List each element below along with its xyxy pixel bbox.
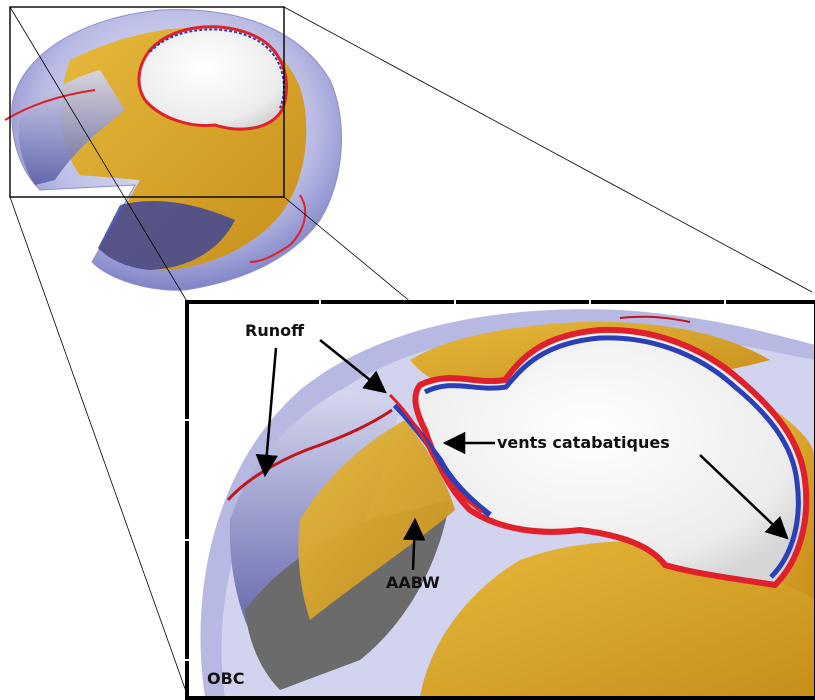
overview-antarctica (137, 25, 288, 131)
zoom-panel-frame (185, 300, 815, 700)
overview-zoom-box (9, 6, 285, 198)
zoom-panel (188, 303, 815, 697)
aabw-arrow (402, 517, 426, 571)
overview-red-rim (4, 89, 96, 121)
zoom-antarctica (415, 329, 807, 585)
overview-red-coast-right (249, 194, 307, 263)
zoom-red-coastline (412, 326, 810, 589)
runoff-arrow-right (319, 339, 387, 394)
runoff-arrow-left (255, 347, 278, 478)
overview-deep-basin (98, 200, 235, 270)
vents-label: vents catabatiques (497, 433, 670, 452)
zoom-blue-coastline-west (392, 402, 492, 518)
zoom-seafloor-ridge (298, 420, 455, 620)
vents-arrow-right (699, 454, 789, 540)
overview-cliffs (18, 70, 125, 185)
zoom-seafloor-right (760, 400, 815, 600)
obc-label: OBC (207, 669, 245, 688)
zoom-seafloor-bottom (420, 541, 815, 697)
aabw-label: AABW (386, 573, 440, 592)
zoom-frame-ticks (185, 300, 726, 661)
zoom-red-rim (226, 408, 393, 501)
zoom-red-rim-top (619, 315, 691, 323)
runoff-label: Runoff (245, 321, 305, 340)
zoom-red-coastline-west (388, 393, 483, 514)
overview-globe (4, 9, 342, 291)
zoom-projection-lines (9, 6, 813, 698)
annotation-arrows (255, 339, 789, 571)
zoom-blue-coastline (423, 335, 801, 579)
